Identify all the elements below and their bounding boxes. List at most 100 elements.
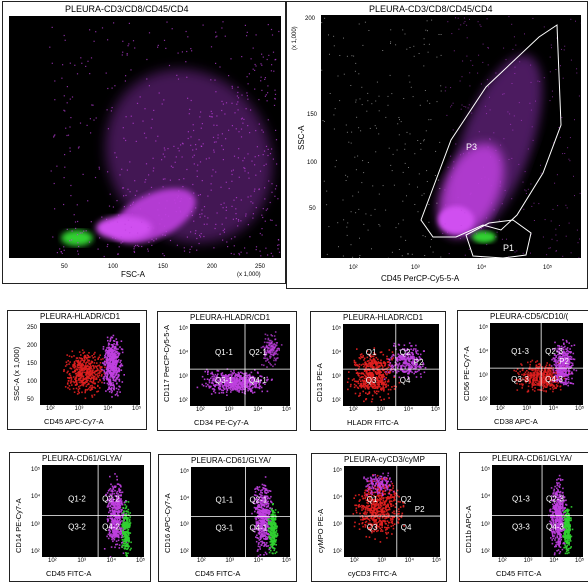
event-dot: [558, 348, 560, 351]
event-dot: [399, 349, 401, 351]
event-dot: [556, 369, 558, 372]
event-dot: [578, 257, 580, 258]
gate-p1-polygon[interactable]: [465, 219, 532, 258]
dot-plot[interactable]: [40, 323, 140, 405]
event-dot: [114, 346, 117, 349]
event-dot: [571, 362, 574, 365]
event-dot: [398, 344, 401, 346]
event-dot: [378, 373, 381, 376]
event-dot: [248, 381, 251, 383]
event-dot: [69, 147, 71, 149]
event-dot: [116, 543, 119, 546]
event-dot: [137, 232, 139, 234]
event-dot: [343, 73, 345, 75]
dot-plot[interactable]: Q1 Q2 Q3 Q4 P2: [343, 324, 439, 406]
event-dot: [213, 379, 215, 382]
event-dot: [86, 376, 88, 378]
event-dot: [563, 356, 566, 359]
event-dot: [519, 370, 521, 373]
event-dot: [526, 378, 528, 381]
event-dot: [478, 183, 479, 185]
event-dot: [391, 355, 393, 358]
event-dot: [210, 46, 213, 48]
event-dot: [216, 381, 218, 384]
event-dot: [543, 77, 545, 79]
event-dot: [117, 520, 119, 523]
event-dot: [75, 383, 78, 385]
event-dot: [88, 373, 91, 375]
event-dot: [369, 358, 371, 360]
event-dot: [536, 370, 538, 373]
event-dot: [245, 108, 247, 110]
event-dot: [468, 152, 470, 154]
event-dot: [563, 342, 565, 345]
event-dot: [570, 351, 572, 353]
event-dot: [245, 372, 248, 374]
scatter-points: [321, 16, 581, 258]
event-dot: [122, 40, 124, 42]
event-dot: [120, 369, 123, 371]
event-dot: [367, 369, 370, 371]
event-dot: [562, 369, 565, 371]
event-dot: [503, 138, 505, 140]
event-dot: [400, 356, 403, 358]
event-dot: [117, 539, 120, 542]
event-dot: [89, 370, 91, 372]
event-dot: [111, 489, 113, 491]
dot-plot[interactable]: Q1-1 Q2-1 Q3-1 Q4-1: [190, 324, 290, 406]
event-dot: [469, 18, 470, 20]
event-dot: [395, 359, 398, 361]
event-dot: [109, 354, 112, 356]
event-dot: [423, 65, 425, 67]
event-dot: [268, 361, 270, 363]
event-dot: [518, 378, 521, 381]
event-dot: [544, 382, 546, 385]
event-dot: [249, 388, 251, 390]
dot-plot-ssc-cd45[interactable]: P3 P1: [321, 15, 581, 258]
event-dot: [82, 367, 85, 370]
event-dot: [372, 374, 375, 377]
event-dot: [531, 368, 534, 371]
event-dot: [250, 381, 252, 383]
event-dot: [413, 55, 415, 57]
dot-plot[interactable]: Q1-3 Q2-3 Q3-3 Q4-3 P2: [490, 323, 583, 405]
event-dot: [411, 352, 414, 354]
event-dot: [271, 148, 273, 150]
event-dot: [375, 364, 377, 366]
event-dot: [370, 382, 372, 384]
event-dot: [569, 352, 572, 354]
event-dot: [270, 70, 272, 72]
event-dot: [544, 219, 546, 221]
event-dot: [115, 380, 117, 382]
event-dot: [545, 379, 547, 382]
event-dot: [217, 383, 220, 385]
event-dot: [249, 132, 251, 134]
event-dot: [91, 360, 94, 363]
event-dot: [462, 153, 464, 155]
event-dot: [460, 24, 462, 26]
event-dot: [218, 387, 220, 389]
event-dot: [265, 163, 267, 165]
event-dot: [237, 109, 239, 111]
event-dot: [77, 253, 79, 255]
event-dot: [225, 374, 227, 376]
event-dot: [272, 158, 274, 160]
dot-plot[interactable]: Q1-2 Q2-2 Q3-2 Q4-2: [42, 465, 144, 557]
event-dot: [89, 356, 91, 358]
event-dot: [241, 384, 243, 387]
event-dot: [111, 526, 114, 528]
event-dot: [381, 374, 384, 376]
event-dot: [369, 385, 372, 387]
event-dot: [268, 341, 271, 344]
event-dot: [251, 382, 254, 385]
event-dot: [107, 361, 110, 363]
event-dot: [359, 353, 362, 356]
event-dot: [75, 381, 78, 384]
event-dot: [225, 391, 228, 393]
dot-plot-fsc[interactable]: [9, 16, 281, 258]
event-dot: [100, 370, 102, 373]
event-dot: [224, 113, 226, 115]
event-dot: [106, 506, 109, 508]
gate-p3-polygon[interactable]: [420, 24, 562, 238]
event-dot: [408, 358, 411, 361]
